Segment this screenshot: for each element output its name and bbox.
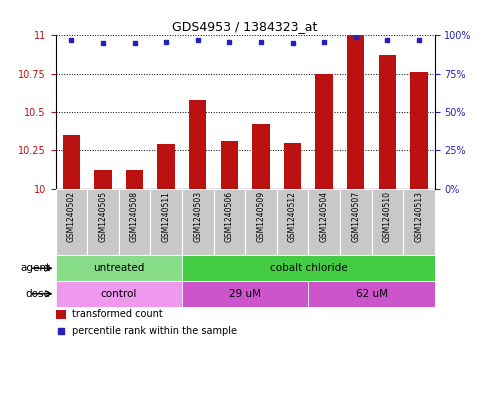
Text: percentile rank within the sample: percentile rank within the sample bbox=[72, 326, 237, 336]
Text: control: control bbox=[100, 289, 137, 299]
Bar bbox=[371, 189, 403, 255]
Bar bbox=[213, 189, 245, 255]
Text: transformed count: transformed count bbox=[72, 309, 163, 320]
Text: GSM1240509: GSM1240509 bbox=[256, 191, 266, 242]
Text: GSM1240502: GSM1240502 bbox=[67, 191, 76, 242]
Text: GSM1240511: GSM1240511 bbox=[162, 191, 170, 242]
Text: GSM1240513: GSM1240513 bbox=[414, 191, 424, 242]
Bar bbox=[182, 281, 308, 307]
Text: GSM1240508: GSM1240508 bbox=[130, 191, 139, 242]
Bar bbox=[63, 135, 80, 189]
Bar bbox=[410, 72, 427, 189]
Bar bbox=[94, 170, 112, 189]
Title: GDS4953 / 1384323_at: GDS4953 / 1384323_at bbox=[172, 20, 318, 33]
Bar bbox=[277, 189, 308, 255]
Text: agent: agent bbox=[21, 263, 51, 273]
Bar bbox=[56, 281, 182, 307]
Bar bbox=[157, 144, 175, 189]
Bar bbox=[308, 189, 340, 255]
Bar bbox=[221, 141, 238, 189]
Text: 29 uM: 29 uM bbox=[229, 289, 261, 299]
Text: cobalt chloride: cobalt chloride bbox=[270, 263, 347, 273]
Bar bbox=[403, 189, 435, 255]
Bar bbox=[284, 143, 301, 189]
Bar bbox=[56, 189, 87, 255]
Bar bbox=[347, 35, 364, 189]
Bar bbox=[252, 124, 270, 189]
Text: GSM1240503: GSM1240503 bbox=[193, 191, 202, 242]
Text: GSM1240510: GSM1240510 bbox=[383, 191, 392, 242]
Bar bbox=[308, 281, 435, 307]
Bar bbox=[379, 55, 396, 189]
Bar bbox=[87, 189, 119, 255]
Text: untreated: untreated bbox=[93, 263, 144, 273]
Text: GSM1240507: GSM1240507 bbox=[351, 191, 360, 242]
Bar bbox=[340, 189, 371, 255]
Bar bbox=[126, 170, 143, 189]
Bar bbox=[150, 189, 182, 255]
Bar bbox=[182, 189, 213, 255]
Text: GSM1240512: GSM1240512 bbox=[288, 191, 297, 242]
Bar bbox=[56, 310, 66, 319]
Bar bbox=[189, 100, 206, 189]
Bar bbox=[315, 73, 333, 189]
Text: GSM1240506: GSM1240506 bbox=[225, 191, 234, 242]
Text: 62 uM: 62 uM bbox=[355, 289, 387, 299]
Text: dose: dose bbox=[26, 289, 51, 299]
Bar bbox=[119, 189, 150, 255]
Bar bbox=[182, 255, 435, 281]
Text: GSM1240505: GSM1240505 bbox=[99, 191, 107, 242]
Bar bbox=[245, 189, 277, 255]
Bar bbox=[56, 255, 182, 281]
Text: GSM1240504: GSM1240504 bbox=[320, 191, 328, 242]
